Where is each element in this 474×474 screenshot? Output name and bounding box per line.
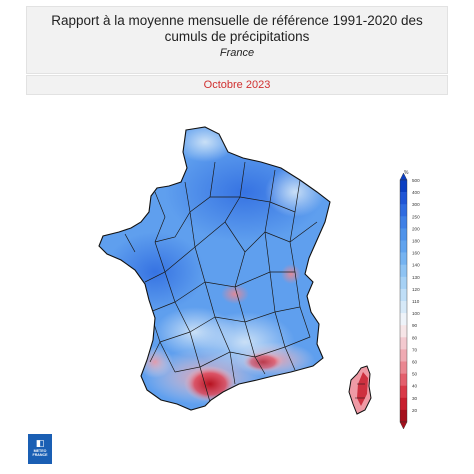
legend-tick-label: 400: [412, 190, 420, 195]
legend-tick-label: 160: [412, 251, 420, 256]
legend-swatch: [400, 192, 407, 205]
legend-tick-label: 20: [412, 408, 418, 413]
legend-swatch: [400, 397, 407, 411]
france-outline: [98, 126, 331, 411]
legend-arrow-bottom: [399, 421, 408, 430]
legend-swatch: [400, 361, 407, 374]
legend-tick-label: 100: [412, 311, 420, 316]
legend-tick-label: 40: [412, 384, 418, 389]
legend-tick-label: 60: [412, 360, 418, 365]
legend-tick-label: 180: [412, 239, 420, 244]
department-borders: [124, 161, 318, 403]
period-panel: Octobre 2023: [26, 75, 448, 95]
legend-tick-label: 300: [412, 202, 420, 207]
legend-swatch: [400, 385, 407, 399]
legend-swatch: [400, 216, 407, 229]
meteo-france-logo: ◧ METEO FRANCE: [28, 434, 52, 464]
legend-tick-label: 130: [412, 275, 420, 280]
legend-swatch: [400, 337, 407, 350]
legend-swatch: [400, 325, 407, 338]
map-title: Rapport à la moyenne mensuelle de référe…: [51, 13, 423, 44]
legend-swatch: [400, 313, 407, 326]
legend-tick-label: 110: [412, 299, 420, 304]
legend-unit: %: [404, 170, 409, 176]
legend-tick-label: 250: [412, 214, 420, 219]
legend-tick-label: 70: [412, 347, 418, 352]
logo-mark-icon: ◧: [35, 438, 45, 448]
corsica: [348, 365, 372, 415]
legend-tick-label: 120: [412, 287, 420, 292]
legend-swatch: [400, 180, 407, 193]
legend-swatch: [400, 373, 407, 386]
legend-tick-label: 140: [412, 263, 420, 268]
legend-tick-label: 80: [412, 335, 418, 340]
legend-swatch: [400, 228, 407, 241]
legend-swatch: [400, 276, 407, 290]
precipitation-field: [99, 127, 330, 410]
legend-arrow-top: [399, 172, 408, 181]
legend-swatch: [400, 288, 407, 302]
legend-swatch: [400, 409, 407, 423]
legend-swatch: [400, 264, 407, 278]
legend-swatch: [400, 240, 407, 253]
legend-tick-label: 500: [412, 178, 420, 183]
period-label: Octobre 2023: [203, 79, 271, 91]
legend-swatch: [400, 204, 407, 217]
legend-tick-label: 200: [412, 226, 420, 231]
legend-swatch: [400, 349, 407, 362]
legend-swatch: [400, 252, 407, 265]
color-legend: 500 400 300 250 200 180 160 140 130 120 110 100 90 80…: [399, 172, 420, 430]
logo-line2: FRANCE: [32, 453, 48, 458]
france-map: [98, 126, 372, 415]
map-subtitle: France: [219, 47, 255, 59]
legend-tick-label: 90: [412, 323, 418, 328]
logo-line1: METEO: [33, 449, 47, 453]
legend-tick-label: 50: [412, 372, 418, 377]
legend-tick-label: 30: [412, 396, 418, 401]
legend-swatch: [400, 301, 407, 314]
title-panel: Rapport à la moyenne mensuelle de référe…: [26, 6, 448, 74]
